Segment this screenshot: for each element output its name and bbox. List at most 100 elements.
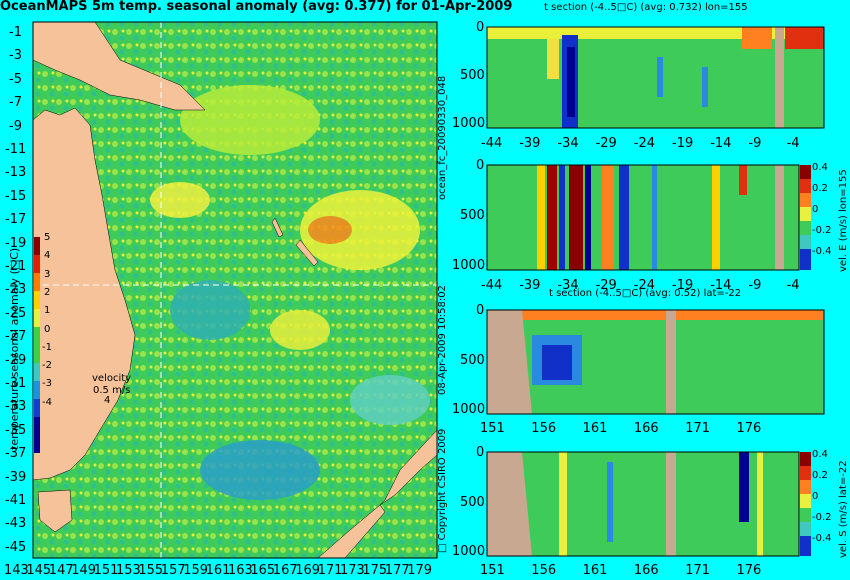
vel-colorbar-tick: 0: [812, 491, 819, 502]
map-land-australia: [32, 107, 136, 481]
section-x-tick: -24: [633, 278, 656, 293]
map-lon-tick: 171: [317, 563, 343, 578]
vel-colorbar-tick: -0.2: [812, 512, 832, 523]
vel-colorbar-tick: 0.4: [812, 162, 828, 173]
velocity-arrow: 4: [104, 395, 111, 406]
depth-tick: 500: [460, 494, 485, 510]
map-lon-tick: 163: [228, 563, 253, 578]
map-lon-tick: 167: [272, 563, 298, 578]
map-lon-tick: 145: [26, 563, 52, 578]
map-lon-tick: 169: [295, 563, 321, 578]
map-lon-tick: 143: [4, 563, 29, 578]
vel-s-section: [486, 451, 800, 557]
section-x-tick: 166: [633, 421, 659, 436]
section-x-tick: 176: [736, 563, 762, 578]
map-lat-tick: -43: [5, 516, 27, 532]
map-lon-tick: 147: [48, 563, 74, 578]
map-anomaly-blobs: [150, 85, 430, 500]
vel-colorbar-tick: 0.2: [812, 470, 828, 481]
map-lon-tick: 177: [384, 563, 410, 578]
section-x-tick: -4: [786, 278, 800, 293]
section-x-tick: 171: [685, 563, 711, 578]
depth-tick: 1000: [452, 258, 486, 273]
map-lon-tick: 155: [138, 563, 164, 578]
velocity-label: velocity: [92, 373, 132, 384]
section-x-tick: -9: [748, 136, 762, 151]
depth-tick: 1000: [452, 544, 486, 560]
section-x-tick: 176: [736, 421, 762, 436]
map-lon-tick: 175: [362, 563, 388, 578]
map-land-tasmania: [37, 489, 73, 533]
section-x-tick: 156: [531, 563, 557, 578]
depth-tick: 0: [476, 20, 485, 35]
map-lat-tick: -15: [5, 188, 27, 204]
section-x-tick: -34: [557, 136, 579, 151]
map-lat-tick: -39: [5, 469, 27, 485]
section-x-tick: -44: [481, 278, 503, 293]
map-lat-tick: -27: [5, 329, 27, 345]
colorbar-tick: -4: [42, 396, 52, 408]
section-x-tick: 166: [633, 563, 659, 578]
vel-colorbar-tick: -0.4: [812, 246, 832, 257]
section1-title: t section (-4..5□C) (avg: 0.732) lon=155: [544, 2, 748, 13]
vel-e-colorbar: [800, 165, 811, 270]
map-lat-tick: -45: [5, 539, 27, 555]
map-lon-tick: 149: [71, 563, 97, 578]
colorbar-tick: -1: [42, 341, 52, 353]
section-x-tick: 171: [685, 421, 711, 436]
section-x-tick: -14: [710, 278, 732, 293]
section-x-tick: 156: [531, 421, 557, 436]
section-x-tick: 151: [480, 421, 505, 436]
section-x-tick: -29: [595, 136, 617, 151]
map-land-png: [32, 21, 206, 111]
section2-title: t section (-4..5□C) (avg: 0.52) lat=-22: [549, 288, 742, 299]
vel-colorbar-tick: -0.2: [812, 225, 832, 236]
map-lat-tick: -25: [5, 305, 27, 321]
map-lat-tick: -35: [5, 422, 27, 438]
section-x-tick: -19: [672, 136, 694, 151]
section-x-tick: -39: [519, 136, 541, 151]
map-lat-tick: -21: [5, 259, 27, 274]
map-lat-tick: -7: [9, 95, 22, 111]
section-x-tick: 161: [582, 563, 608, 578]
section-x-tick: -14: [710, 136, 732, 151]
map-lat-tick: -17: [5, 212, 27, 228]
section-x-tick: -44: [481, 136, 503, 151]
map-lon-tick: 157: [160, 563, 186, 578]
map-lat-tick: -29: [5, 352, 27, 368]
map-lon-tick: 159: [183, 563, 209, 578]
map-lon-tick: 153: [116, 563, 141, 578]
map-lon-tick: 165: [250, 563, 276, 578]
map-lon-tick: 173: [340, 563, 365, 578]
map-lat-tick: -23: [5, 282, 27, 298]
vel-colorbar-tick: -0.4: [812, 533, 832, 544]
map-colorbar: [34, 237, 40, 453]
depth-tick: 500: [460, 68, 485, 84]
section-x-tick: -29: [595, 278, 617, 293]
map-lat-tick: -33: [5, 399, 27, 415]
vel-e-section: [486, 164, 800, 271]
map-lon-tick: 151: [93, 563, 119, 578]
colorbar-tick: 4: [44, 250, 51, 262]
colorbar-tick: 1: [44, 305, 51, 317]
depth-tick: 500: [460, 208, 485, 223]
vel-s-colorbar: [800, 452, 811, 556]
depth-tick: 1000: [452, 116, 486, 132]
map-lon-tick: 161: [205, 563, 231, 578]
colorbar-tick: 5: [44, 232, 51, 243]
section-x-tick: -4: [786, 136, 800, 151]
map-lat-tick: -13: [5, 165, 27, 181]
velocity-scale: 0.5 m/s: [93, 385, 131, 396]
map-lat-tick: -9: [9, 118, 22, 134]
depth-tick: 500: [460, 352, 485, 368]
map-lat-tick: -3: [9, 48, 22, 64]
section-x-tick: -24: [633, 136, 656, 151]
map-lat-tick: -41: [5, 493, 27, 508]
depth-tick: 1000: [452, 402, 486, 418]
map-lat-tick: -5: [9, 71, 22, 87]
colorbar-tick: 3: [44, 268, 51, 280]
vel-colorbar-tick: 0.4: [812, 449, 828, 460]
map-lat-tick: -1: [9, 25, 22, 40]
